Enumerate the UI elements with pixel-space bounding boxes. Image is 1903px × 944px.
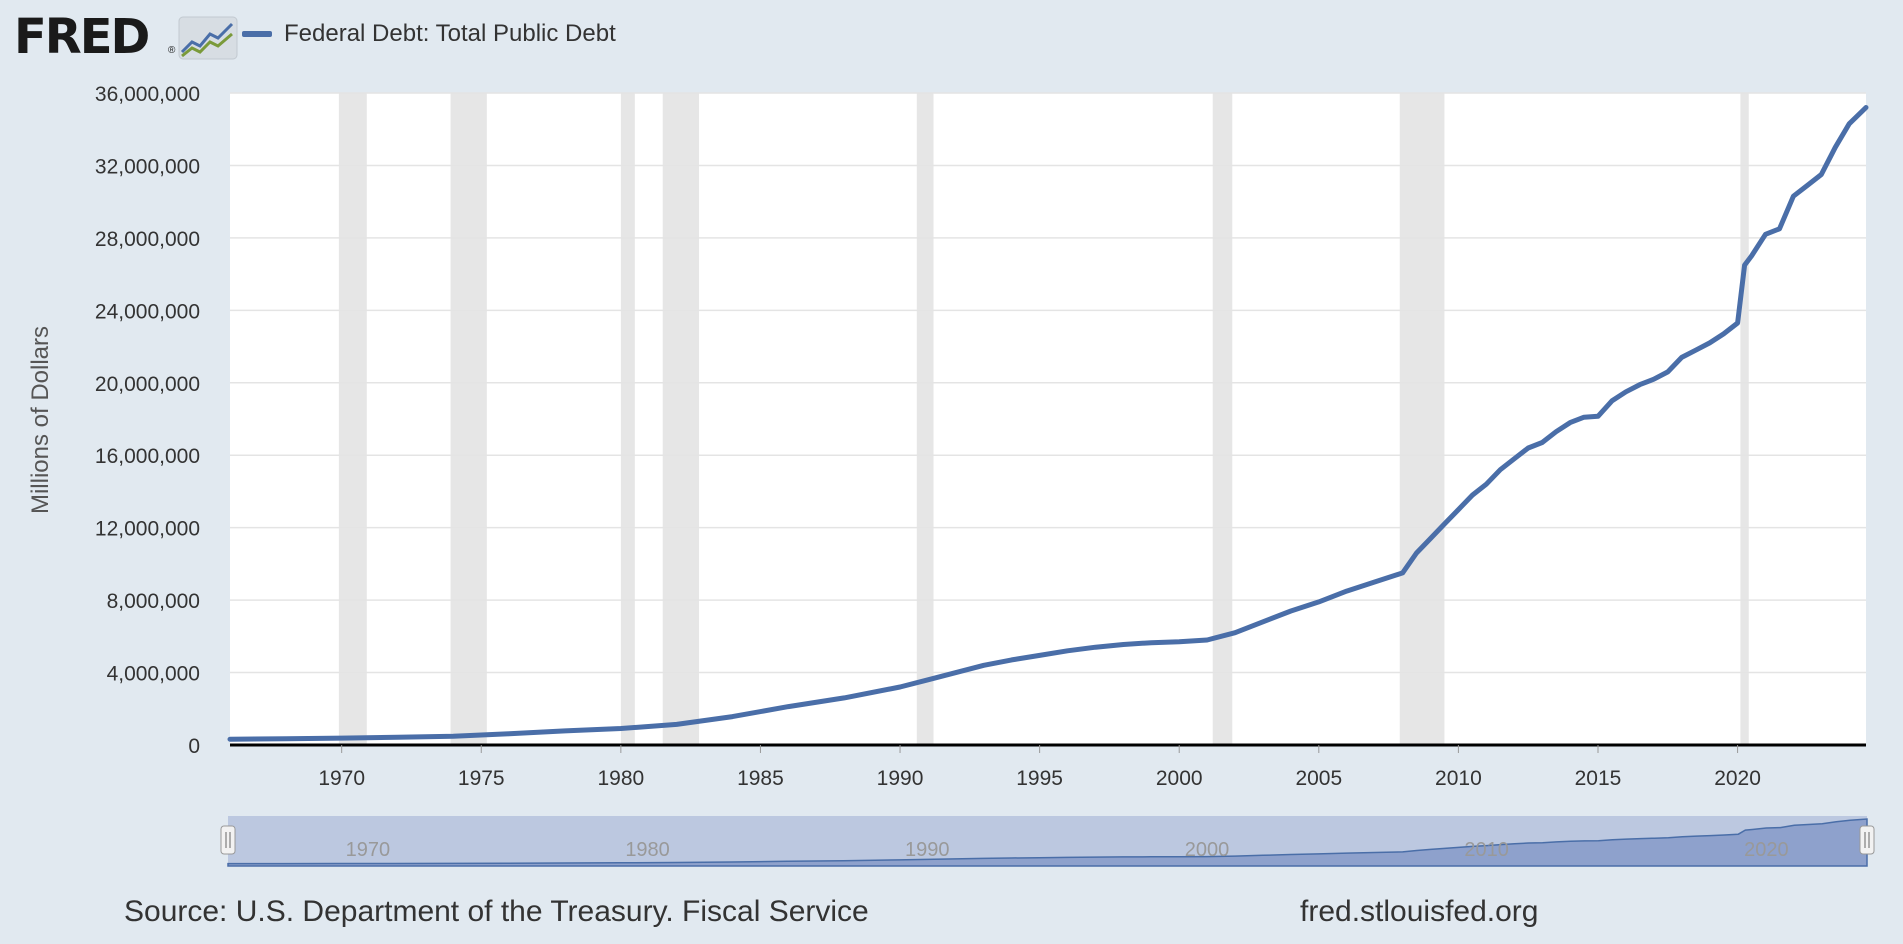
legend-series-label: Federal Debt: Total Public Debt: [284, 20, 616, 47]
recession-band: [1399, 93, 1445, 745]
x-tick-label: 1970: [318, 767, 365, 790]
x-tick-label: 2020: [1714, 767, 1761, 790]
registered-mark: ®: [168, 45, 176, 56]
x-tick-label: 1980: [597, 767, 644, 790]
range-navigator[interactable]: 1970 1980 1990 2000 2010 2020: [220, 816, 1875, 867]
fred-chart-logo-icon: [178, 16, 238, 60]
y-tick-label: 8,000,000: [107, 590, 200, 613]
navigator-year-label: 1970: [346, 839, 391, 861]
x-tick-label: 2000: [1156, 767, 1203, 790]
x-tick-label: 1975: [458, 767, 505, 790]
recession-band: [1212, 93, 1233, 745]
y-tick-label: 20,000,000: [95, 373, 200, 396]
navigator-right-handle[interactable]: [1859, 825, 1875, 855]
x-tick-label: 2005: [1295, 767, 1342, 790]
y-tick-label: 24,000,000: [95, 300, 200, 323]
recession-band: [1740, 93, 1749, 745]
recession-band: [662, 93, 700, 745]
navigator-year-label: 1990: [905, 839, 950, 861]
recession-band: [338, 93, 367, 745]
x-tick-label: 1995: [1016, 767, 1063, 790]
handle-body[interactable]: [1859, 825, 1875, 855]
handle-body[interactable]: [220, 825, 236, 855]
y-tick-label: 12,000,000: [95, 518, 200, 541]
chart-legend[interactable]: Federal Debt: Total Public Debt: [242, 18, 616, 50]
x-tick-label: 1985: [737, 767, 784, 790]
y-tick-label: 16,000,000: [95, 445, 200, 468]
navigator-left-handle[interactable]: [220, 825, 236, 855]
navigator-area: [227, 818, 1868, 867]
legend-swatch: [242, 31, 272, 37]
series-line[interactable]: [227, 105, 1869, 742]
y-axis-title: Millions of Dollars: [27, 326, 54, 514]
recession-band: [450, 93, 487, 745]
navigator-year-label: 2020: [1744, 839, 1789, 861]
x-tick-label: 1990: [877, 767, 924, 790]
recession-band: [916, 93, 934, 745]
y-tick-label: 32,000,000: [95, 155, 200, 178]
x-tick-label: 2010: [1435, 767, 1482, 790]
plot-area[interactable]: 0 4,000,000 8,000,000 12,000,000 16,000,000 2…: [95, 83, 1869, 790]
y-tick-label: 4,000,000: [107, 663, 200, 686]
y-tick-label: 0: [188, 735, 200, 758]
navigator-year-label: 2000: [1185, 839, 1230, 861]
source-note: Source: U.S. Department of the Treasury.…: [124, 895, 869, 928]
fred-logo[interactable]: FRED: [14, 9, 150, 65]
recession-band: [620, 93, 635, 745]
y-tick-label: 28,000,000: [95, 228, 200, 251]
navigator-year-label: 2010: [1464, 839, 1509, 861]
x-tick-label: 2015: [1575, 767, 1622, 790]
y-tick-label: 36,000,000: [95, 83, 200, 106]
site-url[interactable]: fred.stlouisfed.org: [1300, 895, 1539, 928]
navigator-year-label: 1980: [625, 839, 670, 861]
